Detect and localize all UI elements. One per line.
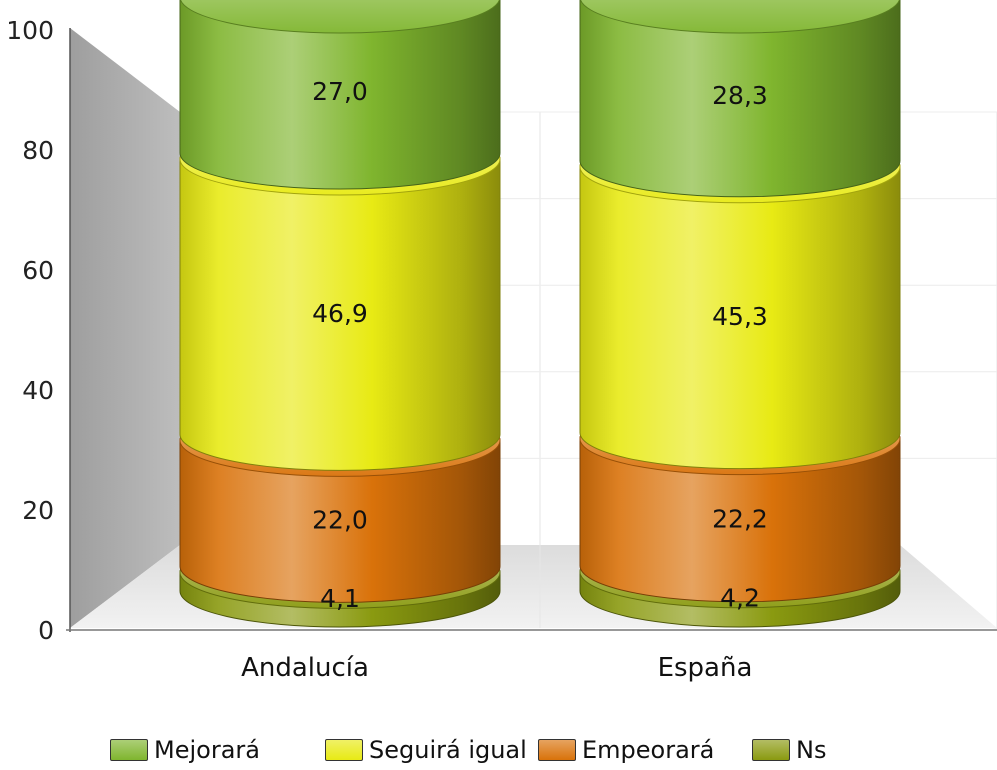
legend-label-ns: Ns	[796, 736, 827, 764]
legend-item-seguira-igual: Seguirá igual	[325, 735, 527, 765]
y-tick-label: 20	[22, 496, 54, 525]
bars	[179, 0, 901, 628]
legend: Mejorará Seguirá igual Empeorará Ns	[0, 735, 997, 769]
data-label-espana-seguira-igual: 45,3	[712, 302, 768, 331]
data-label-espana-empeorara: 22,2	[712, 504, 768, 533]
legend-label-mejorara: Mejorará	[154, 736, 260, 764]
legend-swatch-seguira-igual	[325, 739, 363, 761]
data-label-andalucia-empeorara: 22,0	[312, 506, 368, 535]
legend-swatch-mejorara	[110, 739, 148, 761]
side-wall	[70, 28, 180, 628]
x-label-andalucia: Andalucía	[241, 653, 369, 683]
y-tick-label: 40	[22, 376, 54, 405]
data-label-espana-ns: 4,2	[720, 584, 760, 613]
bar-cap-andalucia-mejorara	[180, 0, 500, 34]
y-axis-ticks: 0 20 40 60 80 100	[6, 16, 54, 645]
bar-andalucia-mejorara	[179, 0, 501, 190]
data-labels: 4,1 22,0 46,9 27,0 4,2 22,2 45,3 28,3	[312, 77, 768, 613]
legend-label-seguira-igual: Seguirá igual	[369, 736, 527, 764]
chart-svg: 0 20 40 60 80 100 4,1 22,0 46,9 27,0 4,2 22,2 45,3 2…	[6, 0, 997, 683]
legend-label-empeorara: Empeorará	[582, 736, 715, 764]
y-tick-label: 60	[22, 256, 54, 285]
x-axis-labels: Andalucía España	[241, 653, 752, 683]
legend-item-empeorara: Empeorará	[538, 735, 714, 765]
data-label-andalucia-ns: 4,1	[320, 584, 360, 613]
bar-espana-mejorara	[579, 0, 901, 198]
legend-swatch-empeorara	[538, 739, 576, 761]
legend-item-ns: Ns	[752, 735, 826, 765]
legend-swatch-ns	[752, 739, 790, 761]
y-tick-label: 80	[22, 136, 54, 165]
y-tick-label: 0	[38, 616, 54, 645]
data-label-andalucia-mejorara: 27,0	[312, 77, 368, 106]
y-tick-label: 100	[6, 16, 54, 45]
data-label-andalucia-seguira-igual: 46,9	[312, 299, 368, 328]
x-label-espana: España	[658, 653, 753, 683]
bar-cap-espana-mejorara	[580, 0, 900, 34]
data-label-espana-mejorara: 28,3	[712, 81, 768, 110]
legend-item-mejorara: Mejorará	[110, 735, 260, 765]
